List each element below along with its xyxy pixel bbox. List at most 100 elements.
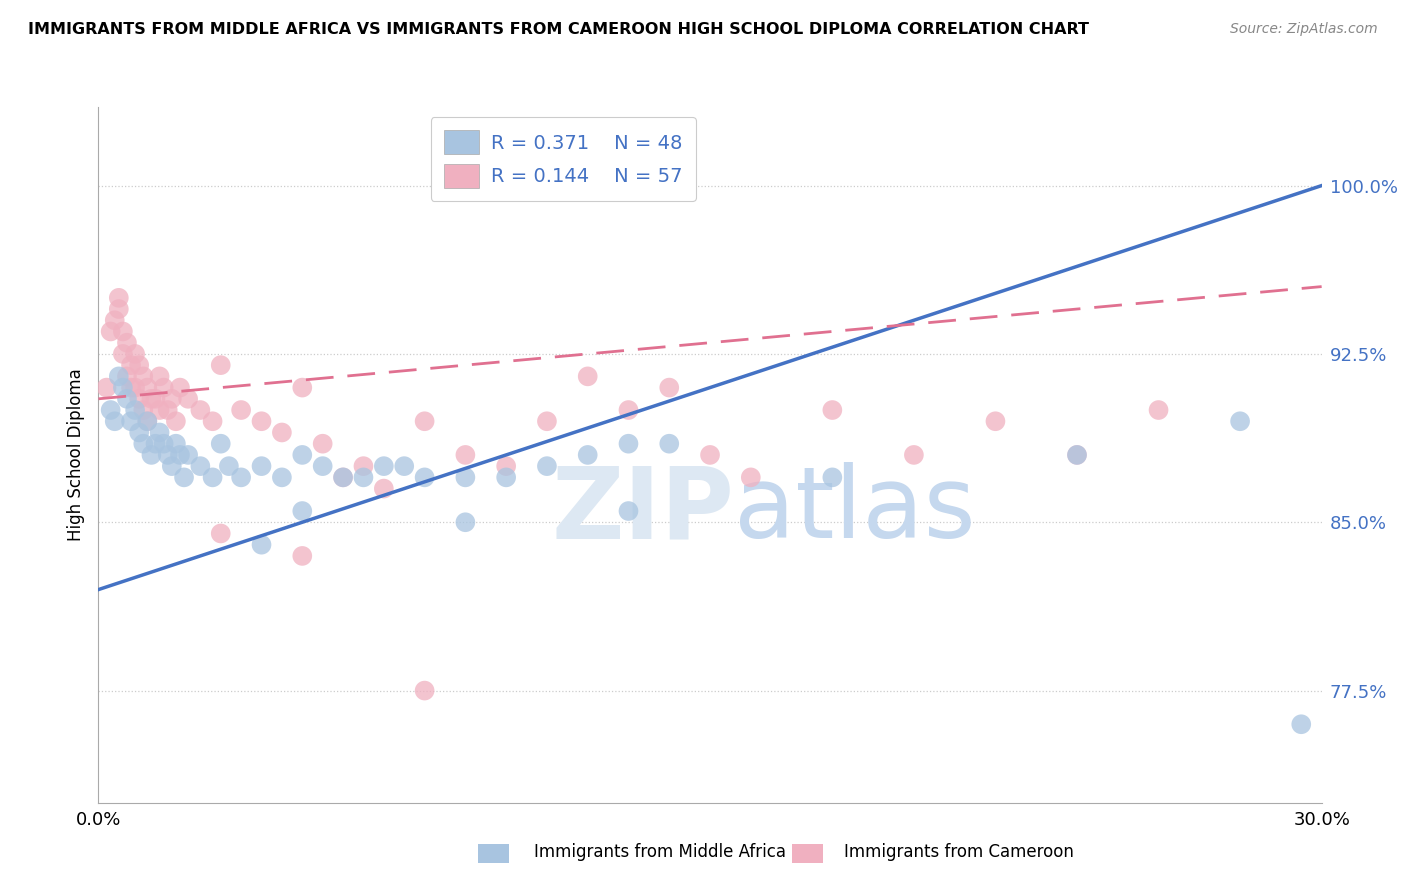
Point xyxy=(177,392,200,406)
Point xyxy=(392,459,416,474)
Point xyxy=(149,369,172,384)
Point xyxy=(136,381,159,395)
Point xyxy=(124,347,146,361)
Point xyxy=(145,392,167,406)
Point xyxy=(111,381,134,395)
Point xyxy=(1066,448,1088,462)
Point xyxy=(291,504,314,518)
Point xyxy=(152,436,174,450)
Point xyxy=(495,470,517,484)
Point xyxy=(250,459,273,474)
Point xyxy=(658,436,681,450)
Point xyxy=(115,335,138,350)
Point xyxy=(373,459,395,474)
Point xyxy=(111,325,134,339)
Point xyxy=(231,470,253,484)
Point xyxy=(821,403,844,417)
Point xyxy=(495,459,517,474)
Point xyxy=(291,549,314,563)
Point xyxy=(120,358,142,372)
Point xyxy=(124,403,146,417)
Text: ZIP: ZIP xyxy=(551,462,734,559)
Point xyxy=(454,470,477,484)
Point xyxy=(108,301,131,316)
Point xyxy=(100,403,122,417)
Point xyxy=(136,414,159,428)
Point xyxy=(250,538,273,552)
Text: IMMIGRANTS FROM MIDDLE AFRICA VS IMMIGRANTS FROM CAMEROON HIGH SCHOOL DIPLOMA CO: IMMIGRANTS FROM MIDDLE AFRICA VS IMMIGRA… xyxy=(28,22,1090,37)
Point xyxy=(188,403,212,417)
Point xyxy=(156,403,179,417)
Point xyxy=(115,392,138,406)
Point xyxy=(617,436,640,450)
Text: Immigrants from Middle Africa: Immigrants from Middle Africa xyxy=(534,843,786,861)
Point xyxy=(332,470,354,484)
Y-axis label: High School Diploma: High School Diploma xyxy=(66,368,84,541)
Point xyxy=(291,448,314,462)
Point xyxy=(177,448,200,462)
Point xyxy=(209,436,232,450)
Point xyxy=(658,381,681,395)
Point xyxy=(218,459,240,474)
Point xyxy=(104,313,127,327)
Point xyxy=(332,470,354,484)
Point xyxy=(1066,448,1088,462)
Point xyxy=(132,369,155,384)
Point xyxy=(188,459,212,474)
Point xyxy=(136,414,159,428)
Point xyxy=(160,392,183,406)
Point xyxy=(173,470,195,484)
Point xyxy=(120,381,142,395)
Point xyxy=(454,515,477,529)
Point xyxy=(124,381,146,395)
Point xyxy=(165,436,187,450)
Point xyxy=(1229,414,1251,428)
Point xyxy=(576,369,599,384)
Point xyxy=(536,414,558,428)
Point xyxy=(152,381,174,395)
Point xyxy=(1147,403,1170,417)
Point xyxy=(413,414,436,428)
Point xyxy=(699,448,721,462)
Point xyxy=(104,414,127,428)
Point xyxy=(617,403,640,417)
Point xyxy=(454,448,477,462)
Point xyxy=(1291,717,1313,731)
Point xyxy=(149,403,172,417)
Point xyxy=(111,347,134,361)
Point xyxy=(120,414,142,428)
Point xyxy=(270,470,294,484)
Point xyxy=(128,425,150,440)
Point xyxy=(536,459,558,474)
Point xyxy=(617,504,640,518)
Point xyxy=(209,358,232,372)
Point xyxy=(312,436,335,450)
Point xyxy=(413,470,436,484)
Point xyxy=(270,425,294,440)
Point xyxy=(149,425,172,440)
Point xyxy=(231,403,253,417)
Point xyxy=(413,683,436,698)
Point xyxy=(141,392,163,406)
Point xyxy=(903,448,925,462)
Text: Immigrants from Cameroon: Immigrants from Cameroon xyxy=(844,843,1073,861)
Point xyxy=(169,448,191,462)
Point xyxy=(740,470,762,484)
Point xyxy=(132,436,155,450)
Point xyxy=(312,459,335,474)
Point xyxy=(250,414,273,428)
Point xyxy=(108,291,131,305)
Point xyxy=(821,470,844,484)
Point xyxy=(169,381,191,395)
Point xyxy=(291,381,314,395)
Point xyxy=(165,414,187,428)
Point xyxy=(115,369,138,384)
Point xyxy=(352,470,374,484)
Point xyxy=(96,381,118,395)
Point xyxy=(201,470,224,484)
Point xyxy=(128,392,150,406)
Point xyxy=(984,414,1007,428)
Point xyxy=(141,448,163,462)
Point xyxy=(352,459,374,474)
Point xyxy=(132,403,155,417)
